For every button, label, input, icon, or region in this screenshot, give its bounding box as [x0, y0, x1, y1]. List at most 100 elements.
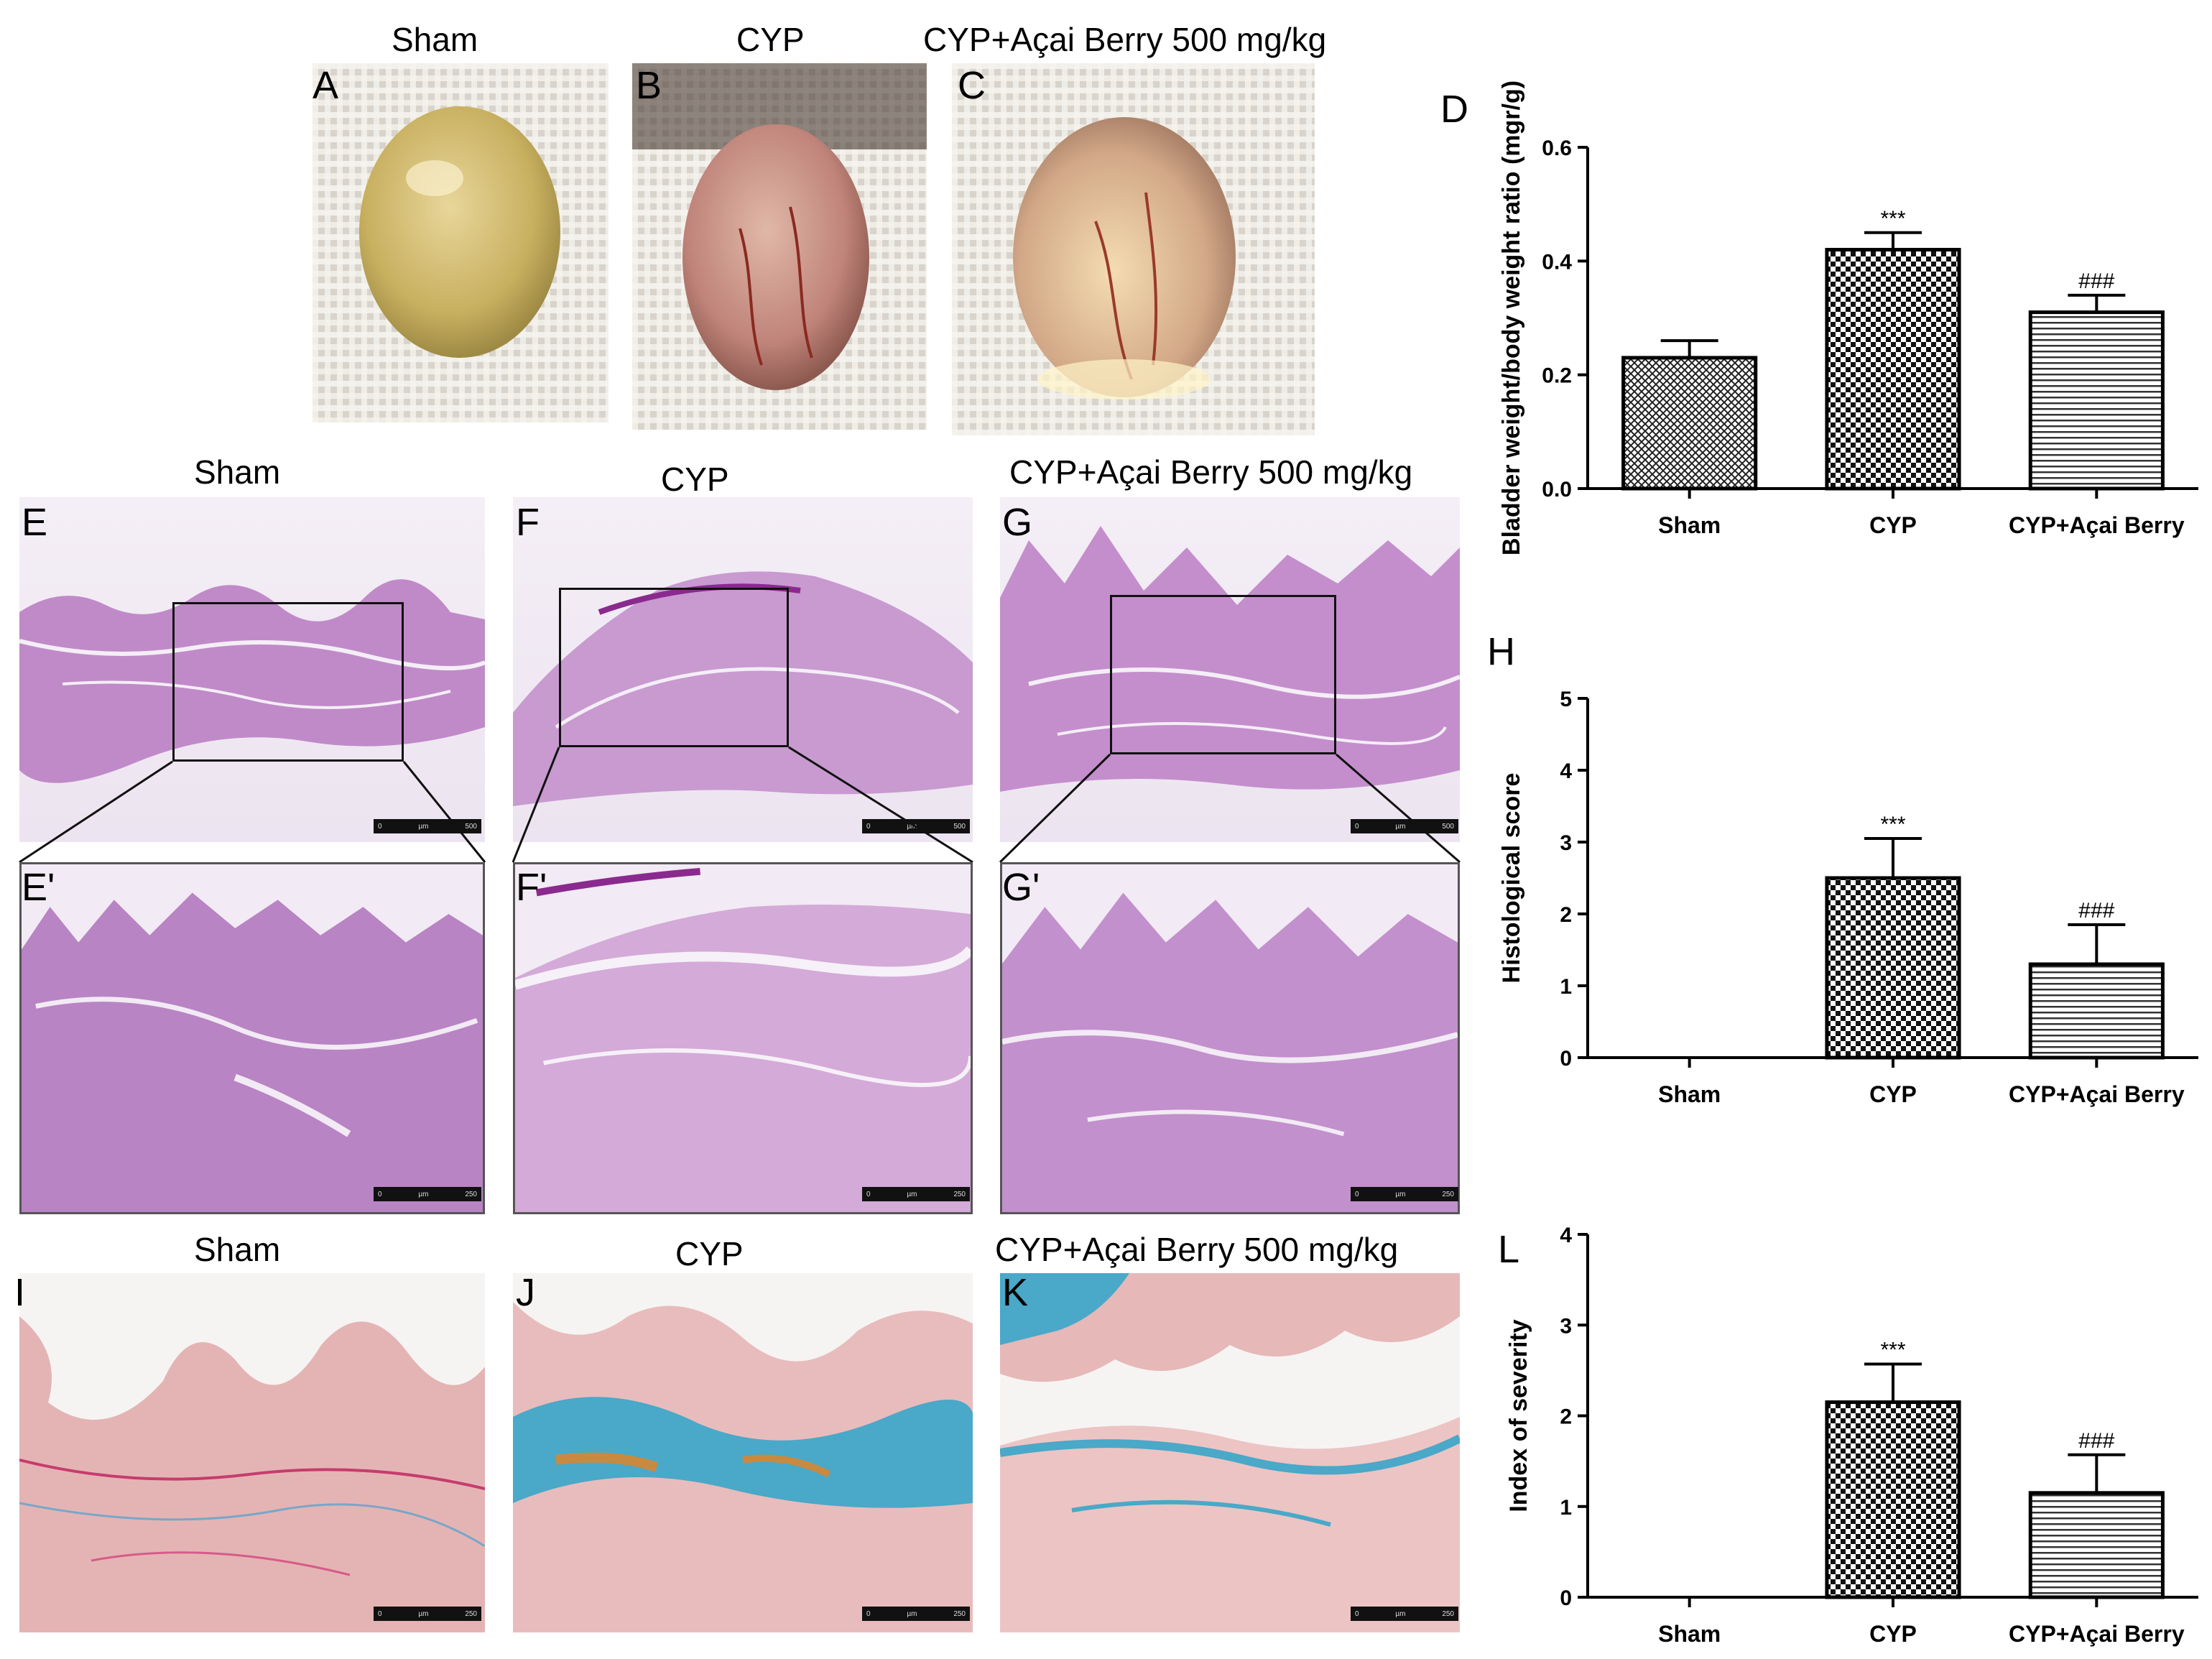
he-lowmag-acai [1000, 497, 1460, 842]
scale-bar-g-prime: 0 µm 250 [1351, 1187, 1458, 1201]
scale-bar-f-prime-start: 0 [866, 1190, 871, 1198]
he-title-sham: Sham [194, 453, 281, 491]
scale-bar-g-prime-unit: µm [1395, 1190, 1406, 1198]
significance-label: ### [2078, 899, 2114, 923]
panel-label-d: D [1440, 88, 1468, 131]
panel-label-j: J [516, 1271, 535, 1314]
bar [1825, 876, 1961, 1060]
y-tick-label: 1 [1560, 1496, 1572, 1520]
scale-bar-e-prime-start: 0 [378, 1190, 382, 1198]
scale-bar-e-end: 500 [465, 822, 477, 831]
bar [1825, 248, 1961, 491]
scale-bar-g-start: 0 [1355, 822, 1359, 831]
scale-bar-i-start: 0 [378, 1609, 382, 1618]
scale-bar-k: 0 µm 250 [1351, 1607, 1458, 1621]
x-tick-label: CYP [1869, 1621, 1917, 1647]
y-tick-label: 0 [1560, 1586, 1572, 1610]
bar [2028, 962, 2165, 1060]
y-tick-label: 0.2 [1542, 364, 1572, 388]
scale-bar-k-start: 0 [1355, 1609, 1359, 1618]
y-tick-label: 0.4 [1542, 250, 1572, 274]
y-tick-label: 1 [1560, 975, 1572, 999]
panel-label-c: C [958, 64, 986, 107]
masson-title-cyp: CYP [675, 1235, 744, 1272]
y-tick-label: 0 [1560, 1047, 1572, 1071]
scale-bar-e-prime: 0 µm 250 [374, 1187, 481, 1201]
masson-photo-sham [19, 1273, 485, 1632]
significance-label: ### [2078, 269, 2114, 293]
panel-label-i: I [14, 1271, 26, 1314]
he-title-acai: CYP+Açai Berry 500 mg/kg [1009, 453, 1413, 491]
x-tick-label: CYP [1869, 1081, 1917, 1107]
x-tick-label: CYP [1869, 512, 1917, 538]
y-tick-label: 4 [1560, 759, 1572, 783]
zoom-box-f [559, 588, 789, 747]
scale-bar-f-prime-end: 250 [953, 1190, 966, 1198]
masson-photo-acai [1000, 1273, 1460, 1632]
scale-bar-e-unit: µm [418, 822, 429, 831]
scale-bar-f-start: 0 [866, 822, 871, 831]
scale-bar-f-unit: µm [907, 822, 917, 831]
panel-label-g-prime: G' [1002, 866, 1040, 909]
panel-label-e-prime: E' [22, 866, 55, 909]
scale-bar-i-end: 250 [465, 1609, 477, 1618]
significance-label: *** [1880, 1339, 1905, 1362]
he-zoom-acai [1000, 862, 1460, 1214]
y-tick-label: 4 [1560, 1224, 1572, 1247]
scale-bar-j-end: 250 [953, 1609, 966, 1618]
panel-label-h: H [1487, 630, 1515, 673]
significance-label: *** [1880, 207, 1905, 231]
scale-bar-j: 0 µm 250 [862, 1607, 970, 1621]
he-zoom-cyp [513, 862, 973, 1214]
y-tick-label: 3 [1560, 831, 1572, 855]
he-zoom-sham [19, 862, 485, 1214]
panel-label-f-prime: F' [516, 866, 547, 909]
scale-bar-g-end: 500 [1442, 822, 1454, 831]
scale-bar-k-end: 250 [1442, 1609, 1454, 1618]
scale-bar-e-prime-unit: µm [418, 1190, 429, 1198]
y-tick-label: 0.6 [1542, 137, 1572, 160]
significance-label: *** [1880, 813, 1905, 836]
he-lowmag-cyp [513, 497, 973, 842]
panel-label-a: A [313, 64, 339, 107]
zoom-box-e [172, 602, 404, 762]
panel-label-f: F [516, 501, 540, 544]
y-axis-label: Histological score [1498, 773, 1525, 984]
scale-bar-e-start: 0 [378, 822, 382, 831]
scale-bar-i: 0 µm 250 [374, 1607, 481, 1621]
photo-title-sham: Sham [392, 21, 478, 58]
photo-title-cyp: CYP [736, 21, 805, 58]
bladder-photo-cyp [632, 63, 927, 430]
y-tick-label: 5 [1560, 688, 1572, 711]
he-lowmag-sham [19, 497, 485, 842]
bar [1825, 1400, 1961, 1599]
x-tick-label: CYP+Açai Berry [2009, 1621, 2185, 1647]
x-tick-label: CYP+Açai Berry [2009, 1081, 2185, 1107]
y-tick-label: 2 [1560, 1405, 1572, 1429]
scale-bar-g: 0 µm 500 [1351, 819, 1458, 833]
bladder-photo-sham [313, 63, 608, 422]
scale-bar-e-prime-end: 250 [465, 1190, 477, 1198]
scale-bar-g-prime-end: 250 [1442, 1190, 1454, 1198]
scale-bar-g-prime-start: 0 [1355, 1190, 1359, 1198]
panel-label-g: G [1002, 501, 1033, 544]
photo-title-acai: CYP+Açai Berry 500 mg/kg [923, 21, 1327, 58]
zoom-box-g [1110, 595, 1336, 754]
masson-photo-cyp [513, 1273, 973, 1632]
scale-bar-k-unit: µm [1395, 1609, 1406, 1618]
scale-bar-i-unit: µm [418, 1609, 429, 1618]
panel-label-k: K [1002, 1271, 1029, 1314]
panel-label-l: L [1498, 1228, 1520, 1271]
scale-bar-f-prime-unit: µm [907, 1190, 917, 1198]
bladder-photo-acai [952, 63, 1315, 435]
scale-bar-j-start: 0 [866, 1609, 871, 1618]
y-axis-label: Bladder weight/body weight ratio (mgr/g) [1498, 80, 1525, 555]
he-title-cyp: CYP [661, 461, 729, 498]
y-tick-label: 0.0 [1542, 478, 1572, 502]
scale-bar-f-end: 500 [953, 822, 966, 831]
significance-label: ### [2078, 1429, 2114, 1453]
x-tick-label: Sham [1658, 512, 1721, 538]
scale-bar-f-prime: 0 µm 250 [862, 1187, 970, 1201]
x-tick-label: Sham [1658, 1081, 1721, 1107]
